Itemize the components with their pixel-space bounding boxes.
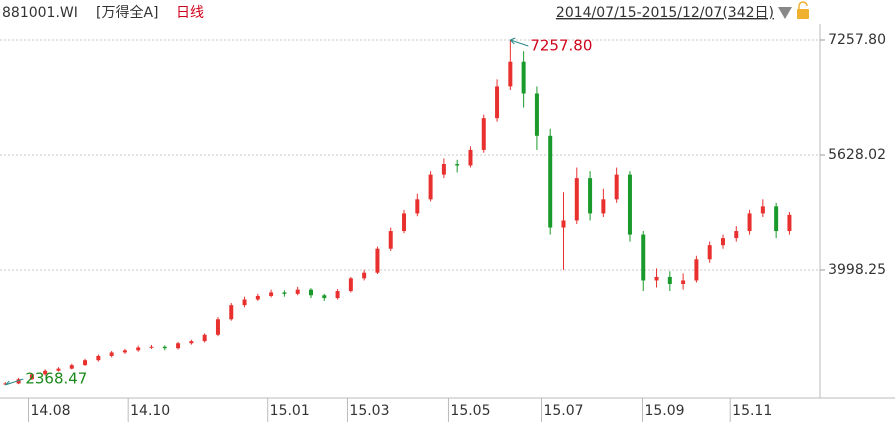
candle-body <box>122 350 127 353</box>
candle-body <box>455 164 460 166</box>
candle-body <box>521 61 526 94</box>
candle-body <box>202 334 207 342</box>
candle-body <box>495 86 500 119</box>
candle-body <box>707 245 712 260</box>
candle-body <box>295 289 300 294</box>
candle-body <box>215 319 220 335</box>
x-tick-label: 15.09 <box>644 403 684 419</box>
annotation-label: 7257.80 <box>530 37 592 55</box>
lock-shackle <box>798 1 808 9</box>
code: 881001.WI <box>2 5 78 21</box>
candle-body <box>402 213 407 232</box>
candle-body <box>348 278 353 292</box>
date-range[interactable]: 2014/07/15-2015/12/07(342日) <box>556 5 774 21</box>
candle-body <box>548 135 553 228</box>
x-tick-label: 15.03 <box>349 403 389 419</box>
candle-body <box>16 379 21 384</box>
candle-body <box>269 292 274 296</box>
candle-body <box>43 370 48 375</box>
x-tick-label: 15.11 <box>732 403 772 419</box>
candle-body <box>681 280 686 284</box>
candle-body <box>362 272 367 279</box>
candle-body <box>734 231 739 239</box>
annotation-label: 2368.47 <box>25 369 87 387</box>
candle-body <box>189 341 194 344</box>
candle-body <box>561 220 566 228</box>
candle-body <box>760 206 765 214</box>
candle-body <box>56 368 61 371</box>
candle-body <box>83 360 88 366</box>
candle-body <box>96 355 101 361</box>
dropdown-arrow[interactable] <box>778 7 792 19</box>
candle-body <box>667 276 672 284</box>
lock-icon[interactable] <box>797 9 809 19</box>
candle-body <box>614 174 619 200</box>
candle-body <box>720 238 725 246</box>
candle-body <box>335 291 340 299</box>
candle-body <box>774 206 779 232</box>
candle-body <box>508 61 513 87</box>
candle-body <box>229 305 234 320</box>
x-tick-label: 15.07 <box>543 403 583 419</box>
candle-body <box>242 299 247 306</box>
candle-body <box>29 374 34 380</box>
period[interactable]: 日线 <box>176 5 204 21</box>
candle-body <box>694 259 699 281</box>
candle-body <box>136 347 141 351</box>
candle-body <box>176 343 181 349</box>
candle-body <box>69 365 74 369</box>
candle-body <box>481 118 486 150</box>
candle-body <box>255 295 260 300</box>
x-tick-label: 15.05 <box>450 403 490 419</box>
candle-body <box>415 199 420 214</box>
x-tick-label: 15.01 <box>270 403 310 419</box>
candle-body <box>747 213 752 232</box>
candle-body <box>654 276 659 281</box>
candle-body <box>428 174 433 200</box>
candle-body <box>627 174 632 235</box>
x-tick-label: 14.08 <box>30 403 70 419</box>
candle-body <box>162 346 167 349</box>
index-name: [万得全A] <box>96 4 159 21</box>
candle-body <box>149 346 154 348</box>
candle-body <box>787 214 792 232</box>
candle-body <box>534 93 539 136</box>
y-tick-label: 3998.25 <box>828 262 886 278</box>
candle-body <box>3 383 8 385</box>
candle-body <box>468 149 473 166</box>
candle-body <box>308 289 313 296</box>
candle-body <box>601 199 606 214</box>
candle-body <box>574 178 579 221</box>
candle-body <box>282 292 287 294</box>
candle-body <box>109 352 114 356</box>
candle-body <box>588 178 593 214</box>
annotation-arrow <box>4 378 24 386</box>
x-tick-label: 14.10 <box>130 403 170 419</box>
y-tick-label: 5628.02 <box>828 147 886 163</box>
candle-body <box>441 164 446 175</box>
candle-body <box>322 295 327 299</box>
candle-body <box>388 231 393 249</box>
annotation-arrow <box>509 37 529 47</box>
candle-body <box>641 234 646 281</box>
y-tick-label: 7257.80 <box>828 32 886 48</box>
candle-body <box>375 248 380 273</box>
